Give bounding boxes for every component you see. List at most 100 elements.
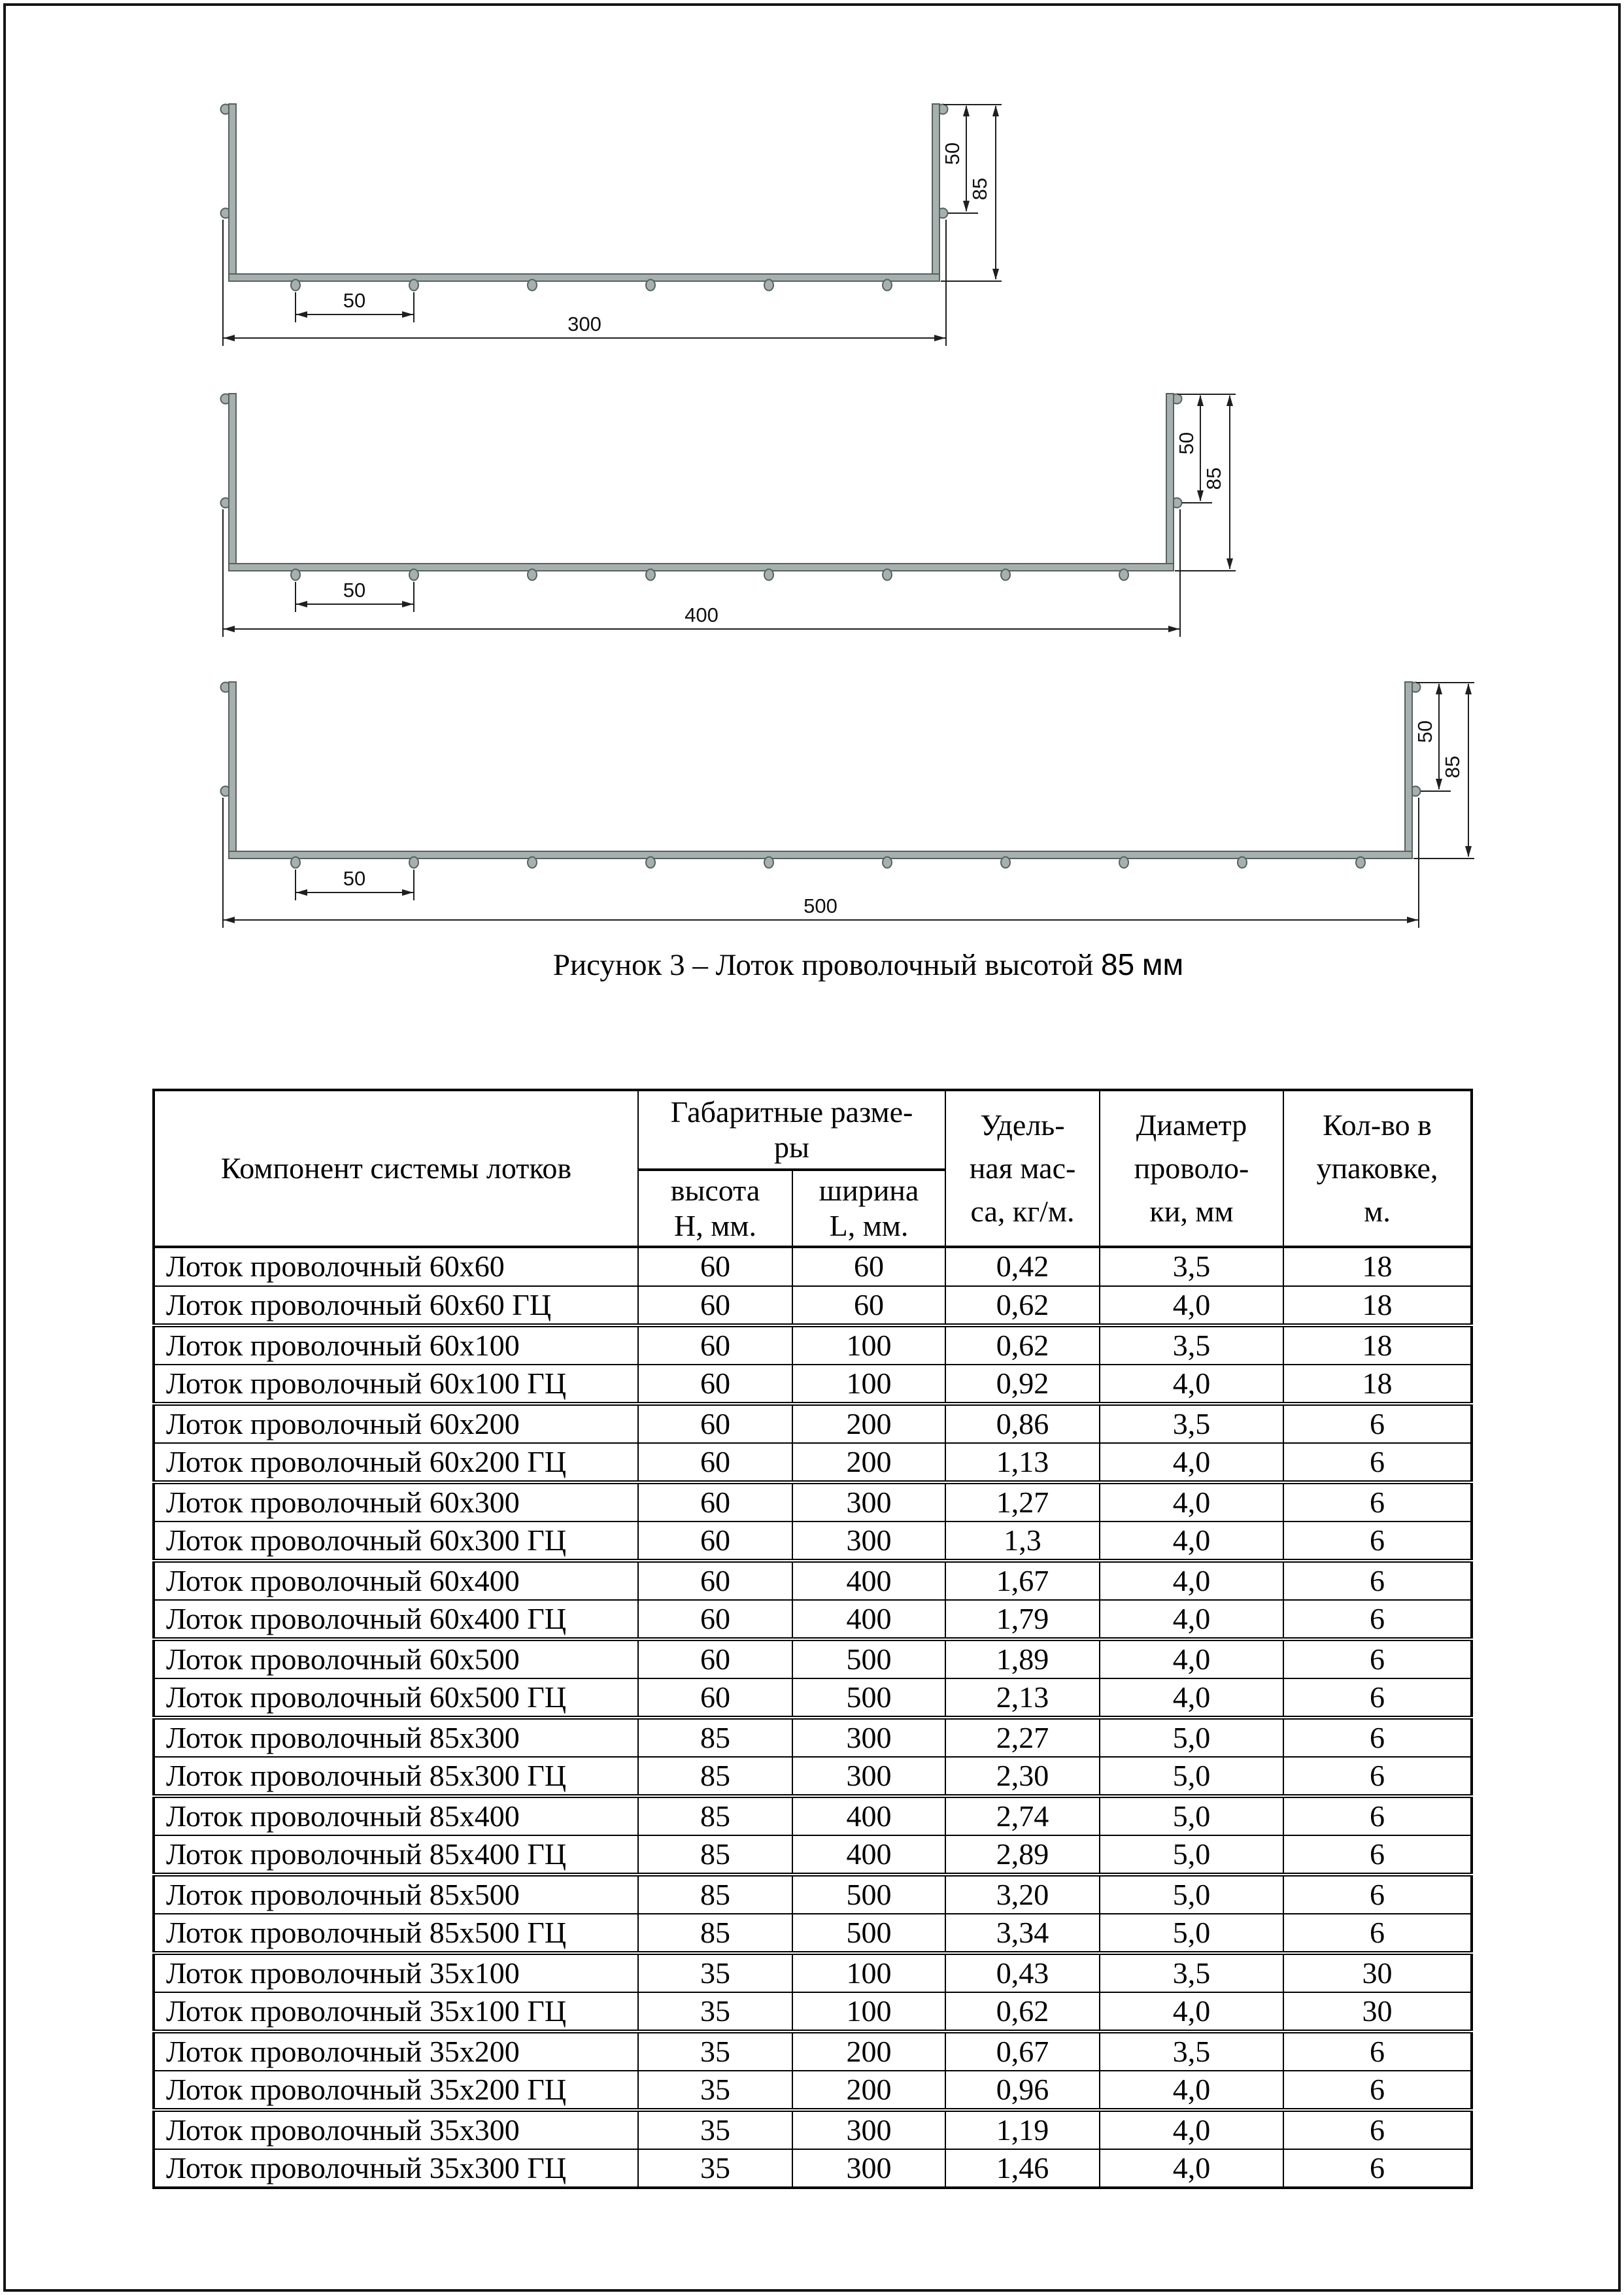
- mass-cell: 0,67: [945, 2030, 1101, 2071]
- height-cell: 35: [637, 2148, 793, 2190]
- width-cell: 300: [791, 1520, 947, 1563]
- width-cell: 500: [791, 1677, 947, 1720]
- height-cell: 60: [637, 1520, 793, 1563]
- mass-cell: 1,27: [945, 1481, 1101, 1522]
- pack-quantity-cell: 6: [1283, 2030, 1473, 2071]
- wire-diameter-cell: 5,0: [1099, 1873, 1285, 1914]
- component-cell: Лоток проволочный 60х60 ГЦ: [153, 1285, 639, 1327]
- wire-diameter-cell: 5,0: [1099, 1912, 1285, 1955]
- wire-diameter-cell: 4,0: [1099, 1520, 1285, 1563]
- wire-diameter-cell: 5,0: [1099, 1716, 1285, 1758]
- table-row: Лоток проволочный 60х300 ГЦ 60 300 1,3 4…: [153, 1520, 1473, 1563]
- mass-cell: 2,89: [945, 1834, 1101, 1877]
- height-cell: 60: [637, 1246, 793, 1287]
- width-cell: 200: [791, 1442, 947, 1484]
- mass-cell: 0,86: [945, 1402, 1101, 1444]
- mass-cell: 1,79: [945, 1599, 1101, 1641]
- width-cell: 100: [791, 1952, 947, 1993]
- height-cell: 60: [637, 1285, 793, 1327]
- wire-diameter-cell: 4,0: [1099, 2069, 1285, 2112]
- wire-diameter-cell: 4,0: [1099, 1677, 1285, 1720]
- height-cell: 60: [637, 1677, 793, 1720]
- width-cell: 500: [791, 1873, 947, 1914]
- component-cell: Лоток проволочный 35х100: [153, 1952, 639, 1993]
- height-cell: 85: [637, 1873, 793, 1914]
- mass-cell: 0,92: [945, 1363, 1101, 1406]
- tray-spec-table-wrap: Компонент системы лотков Габаритные разм…: [152, 1089, 1474, 2190]
- component-cell: Лоток проволочный 60х400: [153, 1559, 639, 1601]
- wire-diameter-cell: 3,5: [1099, 1952, 1285, 1993]
- wire-dots: [290, 568, 1129, 581]
- height-cell: 35: [637, 2069, 793, 2112]
- mass-cell: 0,62: [945, 1991, 1101, 2033]
- table-row: Лоток проволочный 85х500 ГЦ 85 500 3,34 …: [153, 1912, 1473, 1955]
- table-row: Лоток проволочный 60х400 ГЦ 60 400 1,79 …: [153, 1599, 1473, 1641]
- pack-quantity-cell: 6: [1283, 1402, 1473, 1444]
- dim-label-height: 85: [1441, 756, 1464, 778]
- mass-cell: 1,19: [945, 2109, 1101, 2150]
- component-cell: Лоток проволочный 35х300: [153, 2109, 639, 2150]
- component-cell: Лоток проволочный 35х200: [153, 2030, 639, 2071]
- width-cell: 400: [791, 1834, 947, 1877]
- mass-cell: 2,74: [945, 1795, 1101, 1836]
- wire-diameter-cell: 4,0: [1099, 1638, 1285, 1679]
- component-cell: Лоток проволочный 35х100 ГЦ: [153, 1991, 639, 2033]
- wire-tray-drawing-500: 50 85 50 500: [220, 681, 1474, 928]
- height-cell: 85: [637, 1795, 793, 1836]
- mass-cell: 3,34: [945, 1912, 1101, 1955]
- component-cell: Лоток проволочный 60х200 ГЦ: [153, 1442, 639, 1484]
- pack-quantity-cell: 6: [1283, 1716, 1473, 1758]
- height-cell: 60: [637, 1402, 793, 1444]
- component-cell: Лоток проволочный 60х100: [153, 1324, 639, 1365]
- component-cell: Лоток проволочный 85х300 ГЦ: [153, 1756, 639, 1798]
- height-cell: 85: [637, 1756, 793, 1798]
- component-cell: Лоток проволочный 85х400: [153, 1795, 639, 1836]
- width-cell: 300: [791, 2148, 947, 2190]
- mass-cell: 0,43: [945, 1952, 1101, 1993]
- dim-label-width: 500: [804, 894, 837, 917]
- header-row-1: Компонент системы лотков Габаритные разм…: [153, 1089, 1473, 1248]
- pack-quantity-cell: 18: [1283, 1285, 1473, 1327]
- mass-cell: 0,96: [945, 2069, 1101, 2112]
- height-cell: 85: [637, 1716, 793, 1758]
- pack-quantity-cell: 6: [1283, 1756, 1473, 1798]
- table-row: Лоток проволочный 60х60 ГЦ 60 60 0,62 4,…: [153, 1285, 1473, 1327]
- wire-diameter-cell: 5,0: [1099, 1795, 1285, 1836]
- pack-quantity-cell: 6: [1283, 1559, 1473, 1601]
- height-cell: 85: [637, 1834, 793, 1877]
- table-row: Лоток проволочный 60х200 ГЦ 60 200 1,13 …: [153, 1442, 1473, 1484]
- table-row: Лоток проволочный 60х100 60 100 0,62 3,5…: [153, 1324, 1473, 1365]
- component-cell: Лоток проволочный 35х300 ГЦ: [153, 2148, 639, 2190]
- width-cell: 300: [791, 1481, 947, 1522]
- table-row: Лоток проволочный 85х300 ГЦ 85 300 2,30 …: [153, 1756, 1473, 1798]
- component-cell: Лоток проволочный 60х500 ГЦ: [153, 1677, 639, 1720]
- table-header: Компонент системы лотков Габаритные разм…: [153, 1089, 1473, 1248]
- table-row: Лоток проволочный 35х200 35 200 0,67 3,5…: [153, 2030, 1473, 2071]
- table-row: Лоток проволочный 60х60 60 60 0,42 3,5 1…: [153, 1246, 1473, 1287]
- component-cell: Лоток проволочный 60х200: [153, 1402, 639, 1444]
- pack-quantity-cell: 6: [1283, 2069, 1473, 2112]
- wire-diameter-cell: 4,0: [1099, 1285, 1285, 1327]
- wire-diameter-cell: 4,0: [1099, 1363, 1285, 1406]
- wire-diameter-cell: 3,5: [1099, 2030, 1285, 2071]
- mass-cell: 2,27: [945, 1716, 1101, 1758]
- height-cell: 60: [637, 1559, 793, 1601]
- height-cell: 60: [637, 1599, 793, 1641]
- pack-quantity-cell: 6: [1283, 1520, 1473, 1563]
- table-row: Лоток проволочный 85х300 85 300 2,27 5,0…: [153, 1716, 1473, 1758]
- table-row: Лоток проволочный 60х400 60 400 1,67 4,0…: [153, 1559, 1473, 1601]
- height-cell: 60: [637, 1481, 793, 1522]
- height-cell: 35: [637, 1952, 793, 1993]
- component-cell: Лоток проволочный 85х500 ГЦ: [153, 1912, 639, 1955]
- dim-label-height: 85: [1202, 468, 1225, 490]
- width-cell: 300: [791, 2109, 947, 2150]
- wire-diameter-cell: 5,0: [1099, 1834, 1285, 1877]
- height-cell: 35: [637, 1991, 793, 2033]
- pack-quantity-cell: 6: [1283, 1795, 1473, 1836]
- width-cell: 200: [791, 2030, 947, 2071]
- col-header-height: высота Н, мм.: [637, 1169, 793, 1248]
- height-cell: 35: [637, 2109, 793, 2150]
- width-cell: 60: [791, 1285, 947, 1327]
- col-header-width: ширина L, мм.: [791, 1169, 947, 1248]
